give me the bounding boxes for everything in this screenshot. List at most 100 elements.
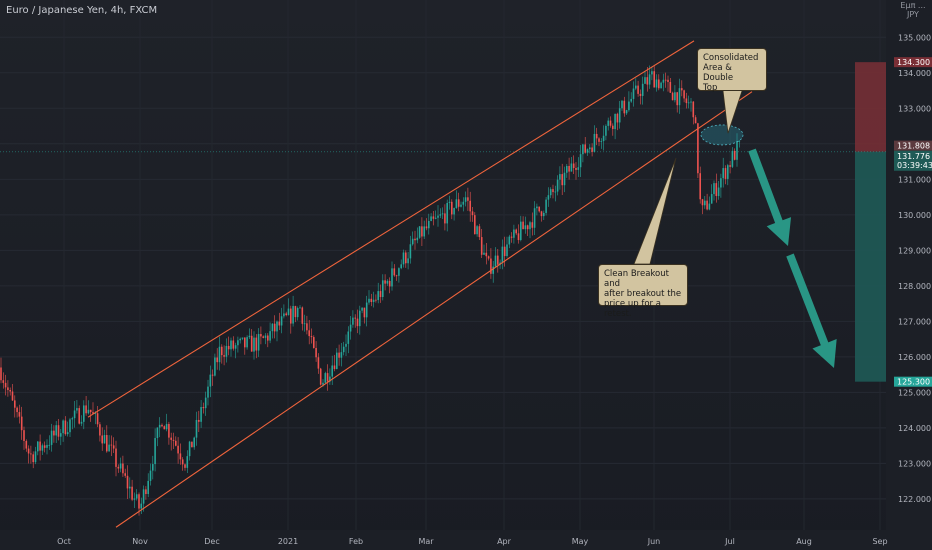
price-tick-label: 129.000 [898,246,931,255]
candle [232,336,235,351]
candle [60,428,62,446]
candle [313,335,315,349]
candle [225,338,228,363]
candle [76,399,78,414]
candle [122,455,124,477]
candle [16,406,18,418]
candle [513,224,515,244]
candle [706,193,708,211]
candle [545,197,547,216]
candle [485,243,488,265]
candle [453,207,455,221]
price-tick-label: 130.000 [898,211,931,220]
candle [526,224,529,236]
candle [676,91,678,113]
candle [115,440,117,477]
candle [172,432,175,450]
time-tick-label: Jul [724,537,735,546]
candle [660,81,662,89]
time-tick-label: Nov [132,537,148,546]
candle [575,162,577,180]
candle [260,326,262,345]
candle [308,320,310,345]
candle [407,251,409,270]
countdown-label: 03:39:43 [897,161,932,170]
breakout-callout[interactable]: Clean Breakout and after breakout the pr… [598,264,688,319]
candle [152,455,154,480]
candle [365,295,368,327]
candle [421,217,423,247]
candle [103,429,106,444]
candle [296,306,299,321]
candle [156,427,159,447]
candle [25,439,28,452]
consolidated-callout[interactable]: Consolidated Area & Double Top [697,48,767,93]
price-tick-label: 124.000 [898,424,931,433]
candle [145,486,147,500]
candle [416,227,419,244]
stop-loss-zone [855,62,886,152]
candle [53,425,55,443]
candle [333,354,336,372]
candle [198,410,200,433]
time-tick-label: Feb [349,537,363,546]
candle [708,196,711,211]
candle [423,220,425,240]
candle [37,440,39,456]
candle [342,341,345,356]
candle [614,113,616,140]
candle [2,372,5,389]
candle [195,411,198,446]
candle [170,432,172,451]
candle [253,331,255,360]
price-tag: 125.300 [894,376,932,387]
candle [566,164,568,178]
candle [276,320,278,342]
candle [641,76,644,105]
candle [299,305,301,309]
candle [20,406,23,440]
candle [257,328,260,357]
ascending-channel[interactable] [87,40,753,528]
risk-reward-zones [0,62,886,382]
candle [487,255,490,261]
svg-text:134.300: 134.300 [897,58,930,67]
candle [135,489,138,501]
candle [354,314,356,328]
time-tick-label: Mar [418,537,434,546]
svg-text:131.776: 131.776 [897,152,930,161]
projection-arrow-2 [786,253,837,368]
candle [494,247,497,267]
candle [106,425,108,453]
candle [142,485,145,512]
candle [62,419,64,442]
candle [66,421,69,437]
candle [186,450,189,473]
price-axis[interactable]: 121.000122.000123.000124.000125.000126.0… [886,0,932,550]
candle [662,73,665,92]
candle [278,312,281,331]
candle [262,335,264,339]
candle [671,91,674,101]
candle [586,148,589,156]
candle [391,261,393,291]
candle [635,78,637,91]
candle [239,337,241,344]
candle [582,143,584,163]
projection-arrow-1 [748,148,792,246]
candle [483,244,485,255]
candle [522,216,524,230]
candle [200,399,202,428]
candle [133,492,136,508]
drawings[interactable] [633,81,837,368]
time-axis[interactable]: Oct Nov Dec 2021 Feb Mar Apr May Jun Jul Aug Sep [0,530,932,550]
candle [554,185,557,202]
candle [664,72,667,88]
candle [400,259,402,270]
candle [290,305,292,334]
candle [648,65,651,89]
price-tick-label: 128.000 [898,282,931,291]
candle [678,78,681,114]
candle [549,187,552,199]
